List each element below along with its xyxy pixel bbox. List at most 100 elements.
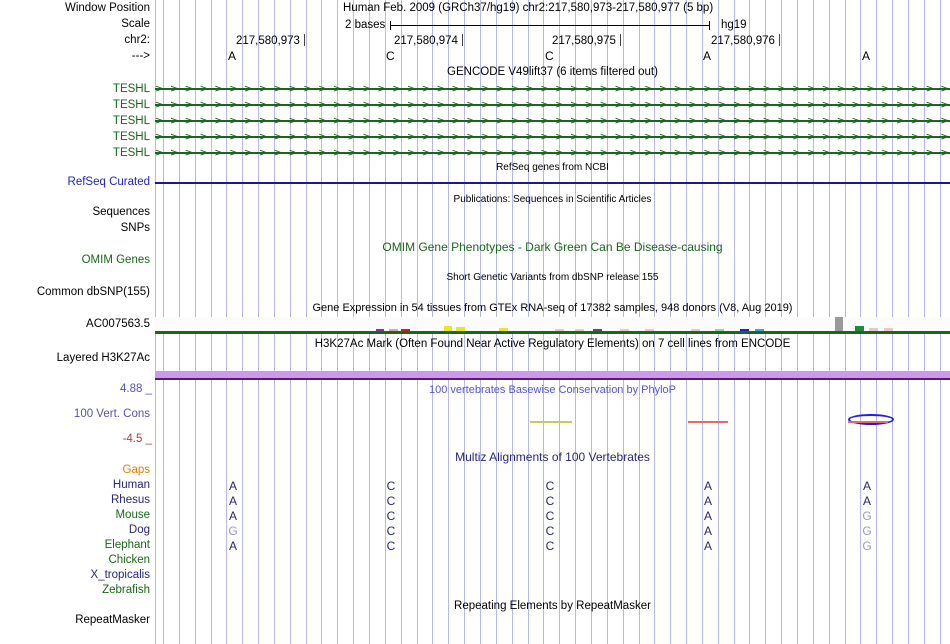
refseq-track-line[interactable]: [155, 182, 950, 184]
reference-base-3: A: [703, 49, 712, 63]
gene-track-row-2[interactable]: >>>>>>>>>>>>>>>>>>>>>>>>>>>>>>>>>>>>>>>>…: [155, 114, 950, 127]
conservation-mark-1: [688, 421, 728, 423]
gtex-expression-bar-8[interactable]: [593, 329, 602, 331]
gene-line: [155, 88, 950, 90]
track-title-gtex[interactable]: Gene Expression in 54 tissues from GTEx …: [312, 302, 793, 314]
gtex-expression-bar-1[interactable]: [389, 329, 398, 331]
label-common-dbsnp[interactable]: Common dbSNP(155): [36, 286, 150, 298]
track-title-dbsnp[interactable]: Short Genetic Variants from dbSNP releas…: [446, 272, 659, 283]
gtex-baseline: [155, 331, 950, 334]
multiz-base-2-4: C: [545, 539, 555, 553]
species-label-human[interactable]: Human: [112, 479, 150, 491]
multiz-base-3-4: A: [703, 539, 712, 553]
multiz-base-4-4: G: [862, 539, 872, 553]
ruler-coordinate-3: 217,580,976: [711, 35, 775, 47]
ruler-coordinate-0: 217,580,973: [236, 35, 300, 47]
gtex-expression-bar-7[interactable]: [575, 329, 584, 331]
conservation-mark-0: [530, 421, 572, 423]
h3k27ac-baseline: [155, 378, 950, 380]
label-snps[interactable]: SNPs: [120, 222, 150, 234]
gene-label-3[interactable]: TESHL: [112, 131, 150, 143]
label-omim-genes[interactable]: OMIM Genes: [81, 254, 150, 266]
gtex-expression-bar-13[interactable]: [740, 329, 749, 331]
strand-arrow-icon: >>>>>>>>>>>>>>>>>>>>>>>>>>>>>>>>>>>>>>>>…: [155, 98, 950, 111]
species-label-elephant[interactable]: Elephant: [104, 539, 150, 551]
gene-label-2[interactable]: TESHL: [112, 115, 150, 127]
label-scale: Scale: [121, 18, 150, 30]
gtex-expression-bar-6[interactable]: [555, 329, 564, 331]
gtex-expression-bar-15[interactable]: [835, 317, 843, 331]
track-title-publications[interactable]: Publications: Sequences in Scientific Ar…: [453, 194, 652, 205]
multiz-base-3-3: A: [703, 524, 712, 538]
gtex-expression-bar-0[interactable]: [376, 329, 384, 331]
gene-track-row-4[interactable]: >>>>>>>>>>>>>>>>>>>>>>>>>>>>>>>>>>>>>>>>…: [155, 146, 950, 159]
multiz-base-1-2: C: [386, 509, 396, 523]
label-100-vert-cons[interactable]: 100 Vert. Cons: [73, 408, 150, 420]
scale-bar: [390, 21, 710, 30]
species-label-mouse[interactable]: Mouse: [115, 509, 150, 521]
gene-track-row-3[interactable]: >>>>>>>>>>>>>>>>>>>>>>>>>>>>>>>>>>>>>>>>…: [155, 130, 950, 143]
gene-label-0[interactable]: TESHL: [112, 83, 150, 95]
multiz-base-1-3: C: [386, 524, 396, 538]
multiz-base-2-1: C: [545, 494, 555, 508]
gtex-expression-bar-12[interactable]: [715, 329, 724, 331]
gene-line: [155, 136, 950, 138]
gtex-expression-bar-16[interactable]: [855, 326, 864, 331]
multiz-base-0-1: A: [228, 494, 237, 508]
species-label-zebrafish[interactable]: Zebrafish: [102, 584, 150, 596]
conservation-mark-2: [848, 414, 894, 425]
gene-label-4[interactable]: TESHL: [112, 147, 150, 159]
gtex-expression-bar-14[interactable]: [755, 329, 764, 331]
label-repeatmasker[interactable]: RepeatMasker: [75, 614, 150, 626]
multiz-base-0-3: G: [228, 524, 238, 538]
species-label-dog[interactable]: Dog: [128, 524, 150, 536]
ruler-coordinate-2: 217,580,975: [552, 35, 616, 47]
label-sequences[interactable]: Sequences: [92, 206, 150, 218]
multiz-base-1-4: C: [386, 539, 396, 553]
gtex-expression-bar-9[interactable]: [620, 329, 629, 331]
species-label-chicken[interactable]: Chicken: [108, 554, 150, 566]
conservation-mark-3: [848, 421, 888, 423]
track-title-refseq[interactable]: RefSeq genes from NCBI: [496, 162, 609, 173]
multiz-base-4-3: G: [862, 524, 872, 538]
reference-base-0: A: [228, 49, 237, 63]
label-gtex-gene[interactable]: AC007563.5: [86, 318, 150, 330]
assembly-db-label: hg19: [721, 19, 747, 31]
species-label-rhesus[interactable]: Rhesus: [111, 494, 150, 506]
label-chrom: chr2:: [124, 34, 150, 46]
ruler-tick-1: [462, 34, 464, 46]
multiz-base-2-2: C: [545, 509, 555, 523]
strand-arrow-icon: >>>>>>>>>>>>>>>>>>>>>>>>>>>>>>>>>>>>>>>>…: [155, 114, 950, 127]
gtex-expression-bar-5[interactable]: [499, 328, 508, 331]
gene-line: [155, 104, 950, 106]
gene-track-row-1[interactable]: >>>>>>>>>>>>>>>>>>>>>>>>>>>>>>>>>>>>>>>>…: [155, 98, 950, 111]
gtex-expression-bar-2[interactable]: [401, 329, 410, 331]
track-title-repeatmasker[interactable]: Repeating Elements by RepeatMasker: [454, 600, 651, 612]
track-title-gencode[interactable]: GENCODE V49lift37 (6 items filtered out): [447, 66, 658, 78]
cons-min-value: -4.5 _: [122, 433, 152, 445]
gtex-expression-bar-4[interactable]: [456, 327, 465, 331]
gtex-expression-bar-17[interactable]: [869, 328, 878, 331]
assembly-position-title: Human Feb. 2009 (GRCh37/hg19) chr2:217,5…: [343, 2, 714, 14]
gene-label-1[interactable]: TESHL: [112, 99, 150, 111]
label-refseq-curated[interactable]: RefSeq Curated: [67, 176, 150, 188]
gtex-expression-bar-10[interactable]: [645, 329, 654, 331]
track-title-omim[interactable]: OMIM Gene Phenotypes - Dark Green Can Be…: [382, 240, 723, 254]
gtex-expression-bar-3[interactable]: [444, 326, 452, 331]
gtex-plot-box[interactable]: [155, 317, 950, 333]
multiz-base-0-4: A: [228, 539, 237, 553]
gtex-expression-bar-18[interactable]: [884, 328, 893, 331]
track-title-h3k27ac[interactable]: H3K27Ac Mark (Often Found Near Active Re…: [314, 338, 791, 350]
reference-base-1: C: [386, 49, 395, 63]
gene-track-row-0[interactable]: >>>>>>>>>>>>>>>>>>>>>>>>>>>>>>>>>>>>>>>>…: [155, 82, 950, 95]
track-title-multiz[interactable]: Multiz Alignments of 100 Vertebrates: [455, 450, 650, 464]
h3k27ac-band[interactable]: [155, 371, 950, 378]
multiz-base-4-1: A: [862, 494, 871, 508]
strand-arrow-icon: >>>>>>>>>>>>>>>>>>>>>>>>>>>>>>>>>>>>>>>>…: [155, 130, 950, 143]
track-title-conservation[interactable]: 100 vertebrates Basewise Conservation by…: [428, 384, 677, 396]
gtex-expression-bar-11[interactable]: [691, 329, 700, 331]
label-gaps[interactable]: Gaps: [122, 464, 151, 476]
species-label-x-tropicalis[interactable]: X_tropicalis: [90, 569, 150, 581]
ruler-coordinate-1: 217,580,974: [394, 35, 458, 47]
label-layered-h3k27ac[interactable]: Layered H3K27Ac: [56, 352, 150, 364]
